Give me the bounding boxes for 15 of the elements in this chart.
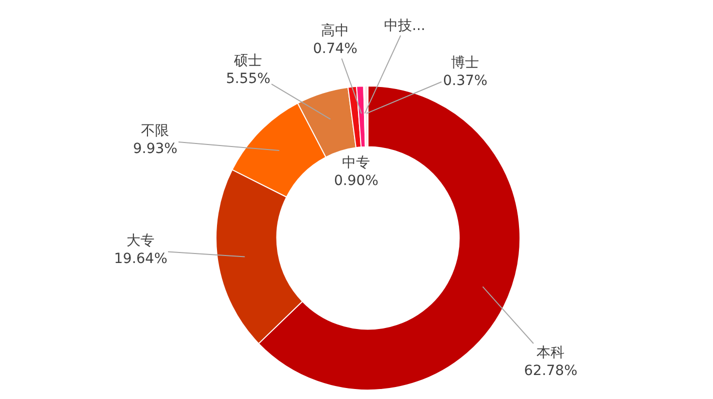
slice-label: 中技... — [384, 18, 426, 34]
slice-label: 不限 — [141, 123, 170, 139]
data-label: 0.90% — [334, 173, 378, 190]
data-label: 5.55% — [226, 71, 270, 88]
slice-label: 大专 — [126, 233, 155, 249]
slice-label: 博士 — [451, 55, 480, 71]
data-label: 19.64% — [114, 251, 168, 268]
data-label: 0.37% — [443, 73, 488, 90]
slice-label: 硕士 — [233, 53, 262, 69]
slice-label: 中专 — [342, 155, 370, 171]
data-label: 9.93% — [133, 141, 178, 158]
slice-label: 高中 — [321, 23, 350, 39]
data-label: 62.78% — [524, 363, 578, 380]
data-label: 0.74% — [313, 41, 358, 58]
slice-label: 本科 — [536, 345, 565, 361]
